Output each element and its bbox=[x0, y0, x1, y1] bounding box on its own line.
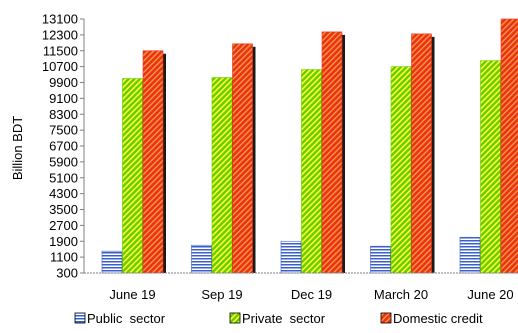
bar-domestic-credit bbox=[411, 33, 432, 274]
legend-label-private-sector: Private sector bbox=[242, 311, 326, 326]
bar-domestic-credit bbox=[500, 18, 518, 274]
y-tick-label: 7500 bbox=[49, 123, 78, 138]
bar-domestic-credit bbox=[321, 31, 343, 274]
y-tick-label: 10700 bbox=[42, 59, 78, 74]
legend-swatch-public-sector bbox=[74, 312, 86, 324]
y-tick-label: 1100 bbox=[50, 250, 78, 265]
y-tick-label: 5900 bbox=[49, 154, 78, 169]
bar-private-sector bbox=[211, 77, 233, 274]
y-tick-label: 9100 bbox=[49, 91, 78, 106]
bar-domestic-credit bbox=[232, 43, 253, 274]
legend: Public sector Private sector Domestic cred… bbox=[74, 311, 483, 326]
y-tick-label: 300 bbox=[56, 266, 78, 281]
y-axis-label: Billion BDT bbox=[10, 116, 25, 180]
legend-label-public-sector: Public sector bbox=[87, 311, 166, 326]
y-tick-label: 2700 bbox=[49, 218, 78, 233]
x-tick-label: Dec 19 bbox=[291, 287, 332, 302]
y-tick-label: 12300 bbox=[42, 27, 78, 42]
x-tick-label: March 20 bbox=[374, 287, 428, 302]
legend-label-domestic-credit: Domestic credit bbox=[393, 311, 483, 326]
y-tick-label: 3500 bbox=[49, 202, 78, 217]
legend-swatch-domestic-credit bbox=[380, 312, 392, 324]
bar-public-sector bbox=[191, 244, 212, 274]
bar-private-sector bbox=[301, 69, 322, 274]
legend-swatch-private-sector bbox=[229, 312, 241, 324]
y-tick-label: 1900 bbox=[49, 234, 78, 249]
y-tick-label: 5100 bbox=[49, 170, 78, 185]
x-tick-label: June 19 bbox=[109, 287, 155, 302]
bar-private-sector bbox=[480, 60, 501, 274]
y-tick-label: 9900 bbox=[49, 75, 78, 90]
bar-public-sector bbox=[459, 236, 481, 274]
x-tick-label: June 20 bbox=[467, 287, 513, 302]
bars bbox=[101, 18, 518, 274]
y-tick-label: 4300 bbox=[49, 186, 78, 201]
y-axis-ticks: 3001100190027003500430051005900670075008… bbox=[42, 12, 84, 281]
x-tick-label: Sep 19 bbox=[201, 287, 242, 302]
bar-public-sector bbox=[101, 250, 123, 274]
bar-private-sector bbox=[122, 78, 143, 274]
bar-domestic-credit bbox=[142, 50, 164, 274]
y-tick-label: 13100 bbox=[42, 12, 78, 27]
y-tick-label: 11500 bbox=[43, 43, 78, 58]
bar-public-sector bbox=[280, 240, 302, 274]
x-axis-ticks: June 19 Sep 19 Dec 19 March 20 June 20 bbox=[109, 287, 513, 302]
bar-private-sector bbox=[390, 66, 412, 274]
bar-public-sector bbox=[370, 245, 391, 274]
y-tick-label: 8300 bbox=[49, 107, 78, 122]
y-tick-label: 6700 bbox=[49, 139, 78, 154]
